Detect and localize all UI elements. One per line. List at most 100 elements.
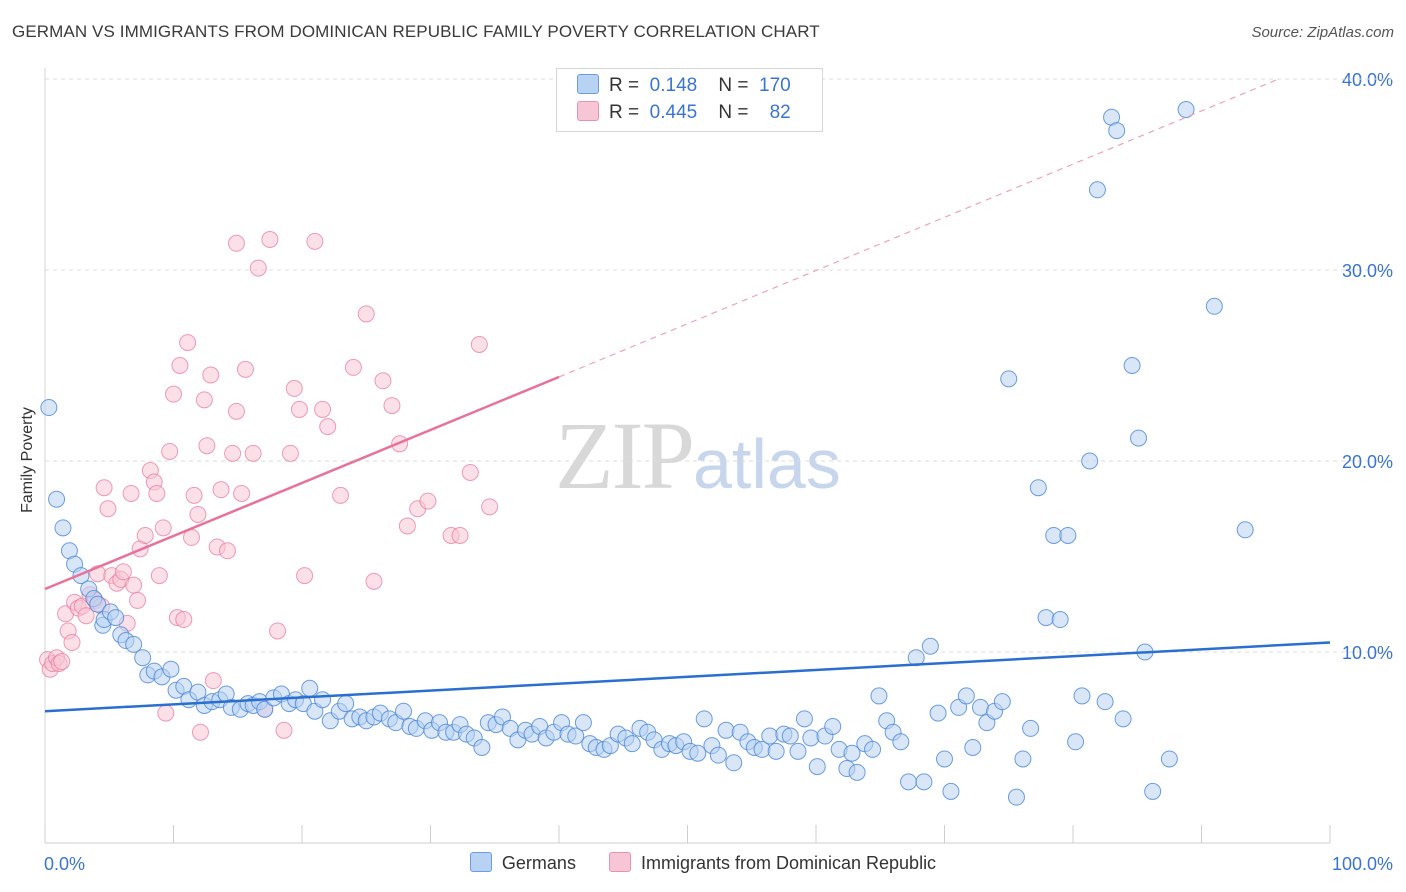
german-point bbox=[789, 742, 807, 760]
german-point bbox=[162, 660, 180, 678]
dominican-point bbox=[227, 234, 245, 252]
dominican-point bbox=[398, 517, 416, 535]
german-point bbox=[1045, 526, 1063, 544]
german-point bbox=[1096, 693, 1114, 711]
dominican-point bbox=[161, 442, 179, 460]
dominican-trend-extrapolated bbox=[558, 78, 1279, 378]
dominican-point bbox=[296, 567, 314, 585]
legend-label-dominican: Immigrants from Dominican Republic bbox=[640, 853, 937, 873]
german-point bbox=[107, 609, 125, 627]
german-point bbox=[900, 773, 918, 791]
german-point bbox=[314, 691, 332, 709]
german-point bbox=[1014, 750, 1032, 768]
german-point bbox=[709, 746, 727, 764]
dominican-point bbox=[227, 402, 245, 420]
german-point bbox=[1073, 687, 1091, 705]
dominican-point bbox=[175, 611, 193, 629]
legend-n-label: N = bbox=[718, 75, 749, 96]
watermark-atlas: atlas bbox=[693, 425, 841, 503]
german-point bbox=[767, 742, 785, 760]
german-point bbox=[54, 519, 72, 537]
german-point bbox=[1007, 788, 1025, 806]
correlation-legend: R = 0.148 N = 170 R = 0.445 N = 82 bbox=[556, 68, 823, 132]
german-point bbox=[957, 687, 975, 705]
german-point bbox=[1236, 521, 1254, 539]
german-point bbox=[574, 714, 592, 732]
german-point bbox=[808, 758, 826, 776]
german-point bbox=[1205, 297, 1223, 315]
y-tick-label: 20.0% bbox=[1342, 452, 1393, 472]
german-point bbox=[301, 679, 319, 697]
german-point bbox=[824, 717, 842, 735]
dominican-point bbox=[198, 437, 216, 455]
german-point bbox=[1081, 452, 1099, 470]
y-tick-label: 40.0% bbox=[1342, 70, 1393, 90]
german-point bbox=[395, 702, 413, 720]
dominican-point bbox=[189, 505, 207, 523]
series-legend: Germans Immigrants from Dominican Republ… bbox=[0, 852, 1406, 874]
german-point bbox=[761, 727, 779, 745]
german-trend-line bbox=[44, 641, 1331, 713]
legend-item-germans: Germans bbox=[469, 852, 576, 874]
german-point bbox=[1051, 611, 1069, 629]
legend-r-value: 0.148 bbox=[649, 75, 698, 96]
legend-item-dominican: Immigrants from Dominican Republic bbox=[608, 852, 937, 874]
german-point bbox=[864, 740, 882, 758]
legend-r-label: R = bbox=[609, 75, 640, 96]
german-point bbox=[1067, 733, 1085, 751]
german-point bbox=[567, 727, 585, 745]
german-point bbox=[1177, 101, 1195, 119]
dominican-point bbox=[53, 653, 71, 671]
german-point bbox=[929, 704, 947, 722]
dominican-point bbox=[195, 391, 213, 409]
german-point bbox=[1130, 429, 1148, 447]
dominican-point bbox=[171, 357, 189, 374]
german-point bbox=[942, 782, 960, 800]
watermark: ZIPatlas bbox=[555, 400, 841, 511]
y-tick-label: 10.0% bbox=[1342, 643, 1393, 663]
german-point bbox=[134, 649, 152, 667]
legend-n-label: N = bbox=[718, 102, 749, 123]
dominican-point bbox=[244, 444, 262, 462]
legend-n-value: 170 bbox=[759, 75, 791, 96]
y-tick-label: 30.0% bbox=[1342, 261, 1393, 281]
german-point bbox=[964, 739, 982, 756]
german-point bbox=[256, 700, 274, 718]
german-point bbox=[993, 693, 1011, 711]
german-point bbox=[695, 710, 713, 728]
x-tick-label: 100.0% bbox=[1332, 854, 1393, 874]
german-point bbox=[915, 773, 933, 791]
dominican-point bbox=[314, 400, 332, 418]
german-point bbox=[1108, 122, 1126, 140]
german-point bbox=[781, 727, 799, 745]
dominican-point bbox=[332, 486, 350, 504]
german-point bbox=[843, 744, 861, 762]
dominican-point bbox=[470, 335, 488, 353]
dominican-point bbox=[129, 591, 147, 609]
dominican-point bbox=[122, 484, 140, 502]
dominican-point bbox=[481, 498, 499, 516]
german-point bbox=[1022, 719, 1040, 737]
german-point bbox=[473, 739, 491, 756]
german-point bbox=[725, 754, 743, 772]
dominican-trend-line bbox=[44, 375, 560, 591]
dominican-point bbox=[365, 572, 383, 590]
dominican-point bbox=[154, 519, 172, 537]
german-point bbox=[1144, 782, 1162, 800]
dominican-point bbox=[218, 542, 236, 560]
dominican-point bbox=[204, 672, 222, 690]
dominican-point bbox=[157, 704, 175, 722]
legend-label-germans: Germans bbox=[501, 853, 576, 873]
dominican-point bbox=[224, 444, 242, 462]
german-point bbox=[40, 399, 58, 417]
german-point bbox=[1088, 181, 1106, 199]
legend-r-label: R = bbox=[609, 102, 640, 123]
german-point bbox=[921, 637, 939, 655]
german-point bbox=[689, 744, 707, 762]
german-point bbox=[337, 695, 355, 713]
dominican-point bbox=[374, 372, 392, 390]
dominican-point bbox=[233, 484, 251, 502]
legend-swatch-germans bbox=[577, 74, 599, 94]
german-point bbox=[936, 750, 953, 768]
